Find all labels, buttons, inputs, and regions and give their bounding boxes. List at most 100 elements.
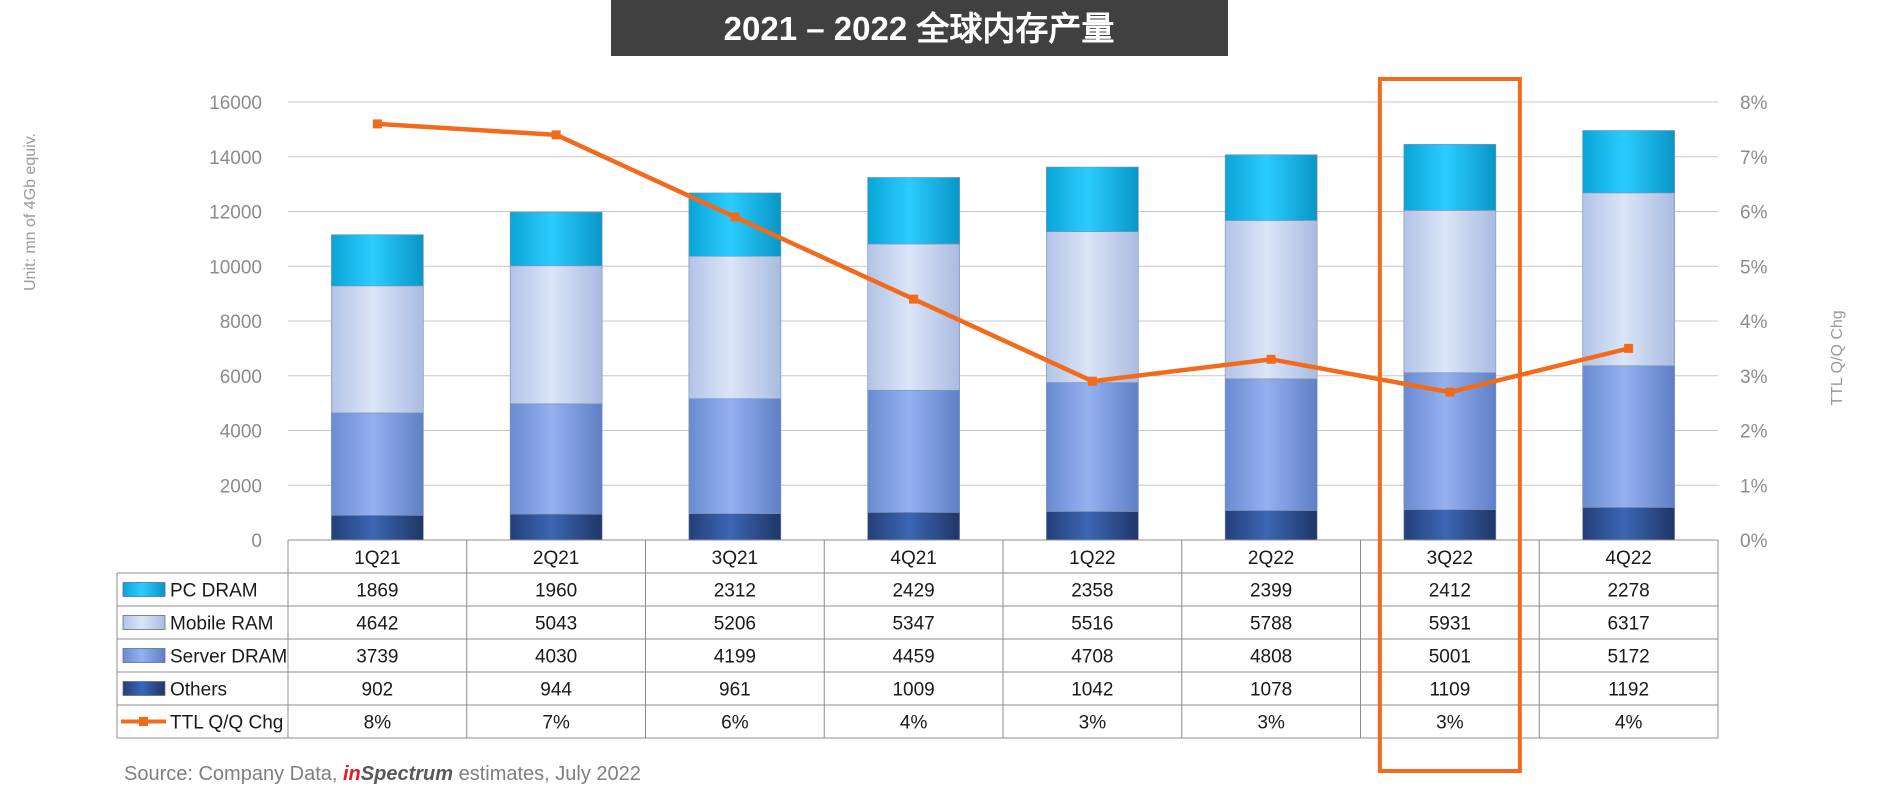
table-cell-value: 2278 (1607, 581, 1649, 602)
y-tick-label: 2000 (220, 476, 262, 497)
bar-others-1q22 (1046, 511, 1139, 541)
y2-tick-label: 8% (1740, 93, 1768, 114)
qoq-point (909, 294, 919, 304)
table-cell-value: 2429 (892, 581, 934, 602)
bar-server-dram-1q21 (331, 412, 424, 516)
y-tick-label: 12000 (209, 203, 262, 224)
y2-axis-title: TTL Q/Q Chg (1829, 310, 1846, 405)
y-tick-label: 6000 (220, 367, 262, 388)
legend-label: PC DRAM (170, 581, 258, 602)
bar-server-dram-4q22 (1582, 365, 1675, 508)
y2-tick-label: 6% (1740, 203, 1768, 224)
gridlines (288, 101, 1718, 541)
table-cell-value: 2412 (1429, 581, 1471, 602)
legend-swatch (122, 681, 166, 696)
qoq-point (1087, 376, 1097, 386)
bar-pc-dram-2q22 (1224, 154, 1318, 221)
qoq-point (1266, 354, 1276, 364)
y2-tick-label: 2% (1740, 422, 1768, 443)
x-tick-label: 4Q21 (890, 548, 936, 569)
source-prefix: Source: Company Data, (124, 763, 343, 785)
y2-tick-label: 0% (1740, 531, 1768, 552)
table-cell-value: 902 (362, 680, 394, 701)
table-cell-value: 4% (1615, 713, 1643, 734)
bar-pc-dram-2q21 (509, 211, 603, 267)
brand-spectrum: Spectrum (361, 763, 453, 785)
source-suffix: estimates, July 2022 (453, 763, 641, 785)
table-cell-value: 3739 (356, 647, 398, 668)
y-tick-label: 14000 (209, 148, 262, 169)
table-cell-value: 7% (542, 713, 570, 734)
y-tick-label: 0 (251, 531, 262, 552)
bar-server-dram-2q21 (509, 403, 603, 515)
bar-pc-dram-4q21 (867, 177, 960, 245)
bar-pc-dram-1q21 (331, 234, 424, 287)
data-table: 1Q21 2Q21 3Q21 4Q21 1Q22 2Q22 3Q22 4Q22 PC DRAM 1… (116, 539, 1719, 739)
table-cell-value: 4% (900, 713, 928, 734)
qoq-point (1445, 387, 1455, 397)
bar-server-dram-2q22 (1224, 378, 1318, 511)
bar-others-4q21 (867, 512, 960, 541)
x-tick-label: 2Q22 (1248, 548, 1294, 569)
table-cell-value: 1960 (535, 581, 577, 602)
table-cell-value: 961 (719, 680, 751, 701)
bar-server-dram-4q21 (867, 390, 960, 513)
legend-swatch (122, 615, 166, 630)
table-cell-value: 3% (1079, 713, 1107, 734)
y2-tick-label: 4% (1740, 312, 1768, 333)
y-tick-label: 8000 (220, 312, 262, 333)
bar-server-dram-3q21 (688, 398, 782, 514)
bar-mobile-ram-2q21 (509, 265, 603, 405)
table-cell-value: 3% (1257, 713, 1285, 734)
x-tick-label: 1Q22 (1069, 548, 1115, 569)
x-tick-label: 2Q21 (533, 548, 579, 569)
x-tick-label: 4Q22 (1605, 548, 1651, 569)
legend-swatch (122, 648, 166, 663)
x-tick-label: 3Q22 (1427, 548, 1473, 569)
table-cell-value: 4030 (535, 647, 577, 668)
bar-others-1q21 (331, 515, 424, 541)
qoq-point (372, 119, 382, 129)
bar-mobile-ram-3q21 (688, 255, 782, 400)
table-cell-value: 2358 (1071, 581, 1113, 602)
brand-in: in (343, 763, 361, 785)
y2-tick-label: 7% (1740, 148, 1768, 169)
table-cell-value: 2312 (714, 581, 756, 602)
chart-title: 2021 – 2022 全球内存产量 (724, 10, 1115, 47)
table-cell-value: 5931 (1429, 614, 1471, 635)
table-cell-value: 1869 (356, 581, 398, 602)
table-cell-value: 1042 (1071, 680, 1113, 701)
legend-label: Mobile RAM (170, 614, 273, 635)
bar-mobile-ram-3q22 (1403, 210, 1497, 374)
table-cell-value: 4708 (1071, 647, 1113, 668)
table-cell-value: 1078 (1250, 680, 1292, 701)
bar-others-3q22 (1403, 509, 1497, 541)
table-cell-value: 5788 (1250, 614, 1292, 635)
x-tick-label: 3Q21 (712, 548, 758, 569)
table-cell-value: 5516 (1071, 614, 1113, 635)
table-cell-value: 3% (1436, 713, 1464, 734)
legend-line-marker (139, 717, 148, 726)
bars (331, 130, 1675, 541)
y2-tick-label: 1% (1740, 476, 1768, 497)
title-box (611, 0, 1228, 56)
table-cell-value: 944 (540, 680, 572, 701)
table-cell-value: 1009 (892, 680, 934, 701)
bar-others-4q22 (1582, 507, 1675, 541)
legend-swatch (122, 582, 166, 597)
bar-mobile-ram-1q22 (1046, 231, 1139, 383)
source-note: Source: Company Data, inSpectrum estimat… (124, 763, 641, 785)
bar-mobile-ram-4q22 (1582, 192, 1675, 367)
table-cell-value: 2399 (1250, 581, 1292, 602)
y2-tick-label: 3% (1740, 367, 1768, 388)
highlight-box (1377, 77, 1522, 773)
y-axis-ticks: 0 2000 4000 6000 8000 10000 12000 14000 16000 (209, 93, 262, 552)
bar-pc-dram-3q22 (1403, 144, 1497, 211)
bar-pc-dram-4q22 (1582, 130, 1675, 194)
bar-mobile-ram-1q21 (331, 285, 424, 414)
highlight-rect (1377, 77, 1522, 773)
qoq-point (551, 130, 561, 140)
x-tick-label: 1Q21 (354, 548, 400, 569)
y-axis-title: Unit: mn of 4Gb equiv. (22, 133, 39, 291)
